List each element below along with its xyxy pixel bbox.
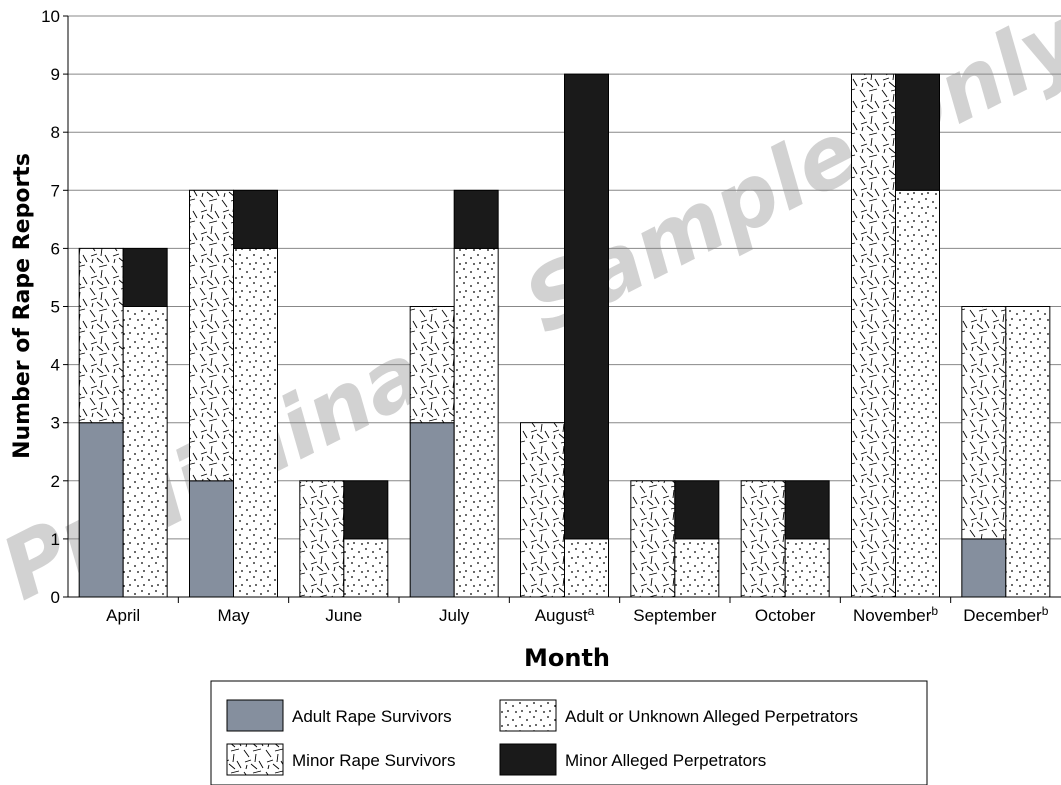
- x-tick-label-april: April: [106, 606, 140, 625]
- bar-minor-rape-survivors-july: [409, 306, 455, 424]
- y-tick-label: 1: [51, 530, 60, 549]
- bar-minor-alleged-perpetrators-october: [784, 480, 830, 540]
- bar-minor-rape-survivors-november: [851, 73, 896, 598]
- bar-minor-rape-survivors-december: [961, 306, 1007, 540]
- bar-minor-alleged-perpetrators-may: [233, 189, 278, 249]
- x-tick-label-july: July: [439, 606, 470, 625]
- legend-label-minor-survivors: Minor Rape Survivors: [292, 751, 455, 770]
- bar-adult-rape-survivors-april: [78, 422, 124, 598]
- y-tick-label: 6: [51, 239, 60, 258]
- bar-adult-rape-survivors-december: [961, 538, 1007, 598]
- bar-minor-rape-survivors-april: [78, 247, 124, 424]
- y-tick-label: 9: [51, 65, 60, 84]
- x-tick-label-november: Novemberb: [853, 604, 938, 625]
- bar-minor-alleged-perpetrators-september: [674, 480, 720, 540]
- y-tick-label: 2: [51, 472, 60, 491]
- bar-adult-or-unknown-alleged-perpetrators-july: [453, 247, 499, 598]
- legend-label-adult-survivors: Adult Rape Survivors: [292, 707, 452, 726]
- bar-minor-alleged-perpetrators-november: [895, 73, 940, 191]
- bar-minor-alleged-perpetrators-july: [453, 189, 499, 249]
- bar-minor-alleged-perpetrators-august: [564, 73, 609, 540]
- bar-minor-rape-survivors-may: [189, 189, 234, 482]
- y-tick-label: 8: [51, 123, 60, 142]
- bar-adult-or-unknown-alleged-perpetrators-august: [564, 538, 609, 598]
- y-tick-label: 5: [51, 298, 60, 317]
- y-tick-label: 3: [51, 414, 60, 433]
- bar-adult-or-unknown-alleged-perpetrators-may: [233, 247, 278, 598]
- bar-adult-or-unknown-alleged-perpetrators-november: [895, 189, 940, 598]
- bar-minor-rape-survivors-october: [740, 480, 786, 598]
- bar-adult-or-unknown-alleged-perpetrators-december: [1005, 306, 1051, 598]
- bar-adult-or-unknown-alleged-perpetrators-april: [122, 306, 168, 598]
- x-tick-label-june: June: [325, 606, 362, 625]
- legend-swatch-adult-survivors: [226, 699, 284, 732]
- bar-minor-rape-survivors-september: [630, 480, 676, 598]
- bar-minor-alleged-perpetrators-june: [343, 480, 389, 540]
- bar-minor-rape-survivors-august: [520, 422, 565, 598]
- bar-adult-or-unknown-alleged-perpetrators-june: [343, 538, 389, 598]
- y-tick-label: 0: [51, 588, 60, 607]
- x-tick-label-december: Decemberb: [963, 604, 1048, 625]
- bar-adult-rape-survivors-may: [189, 480, 234, 598]
- x-axis-title: Month: [524, 644, 610, 672]
- legend-swatch-adult-perpetrators: [499, 699, 557, 732]
- y-axis-title: Number of Rape Reports: [10, 153, 35, 459]
- x-tick-label-october: October: [755, 606, 816, 625]
- bar-minor-alleged-perpetrators-april: [122, 247, 168, 307]
- legend-box: [210, 680, 928, 785]
- y-tick-label: 4: [51, 356, 60, 375]
- legend-swatch-minor-survivors: [226, 743, 284, 776]
- x-tick-label-september: September: [633, 606, 716, 625]
- legend-label-minor-perpetrators: Minor Alleged Perpetrators: [565, 751, 766, 770]
- axes: 0 1 2 3 4 5 6 7 8 9 10 April May June July Augusta Septe…: [41, 7, 1061, 625]
- legend-label-adult-perpetrators: Adult or Unknown Alleged Perpetrators: [565, 707, 858, 726]
- bar-adult-or-unknown-alleged-perpetrators-september: [674, 538, 720, 598]
- legend-swatch-minor-perpetrators: [499, 743, 557, 776]
- x-tick-label-may: May: [217, 606, 250, 625]
- bar-adult-or-unknown-alleged-perpetrators-october: [784, 538, 830, 598]
- bar-adult-rape-survivors-july: [409, 422, 455, 598]
- bar-minor-rape-survivors-june: [299, 480, 345, 598]
- legend: Adult Rape Survivors Adult or Unknown Al…: [210, 680, 928, 785]
- bars: [78, 73, 1051, 598]
- x-tick-label-august: Augusta: [535, 604, 595, 625]
- y-tick-label: 10: [41, 7, 60, 26]
- y-tick-label: 7: [51, 181, 60, 200]
